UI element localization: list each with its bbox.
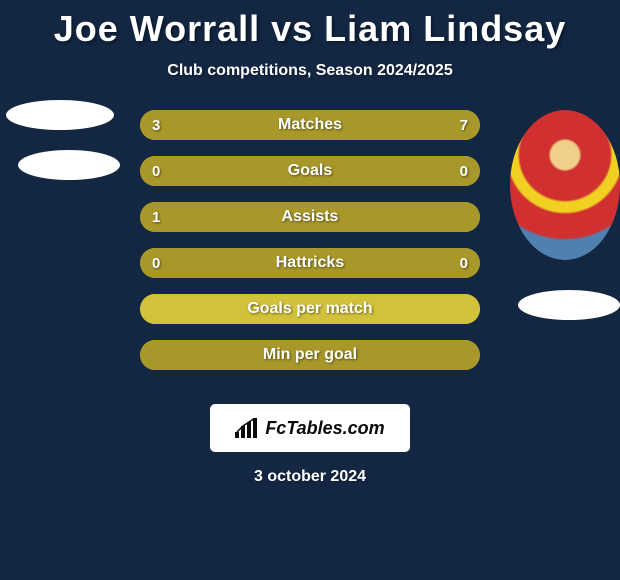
bar-label: Goals per match xyxy=(247,300,372,318)
bar-left-value: 0 xyxy=(152,163,160,180)
bar-label: Matches xyxy=(278,116,342,134)
stat-bar: 3 Matches 7 xyxy=(140,110,480,140)
oval-decoration xyxy=(18,150,120,180)
bar-left-value: 0 xyxy=(152,255,160,272)
player-right-avatar xyxy=(510,110,620,270)
fctables-brand-text: FcTables.com xyxy=(265,418,384,439)
bar-left-fill xyxy=(140,156,310,186)
bar-label: Min per goal xyxy=(263,346,357,364)
bar-left-value: 3 xyxy=(152,117,160,134)
oval-decoration xyxy=(518,290,620,320)
bar-label: Assists xyxy=(282,208,339,226)
oval-decoration xyxy=(6,100,114,130)
date-text: 3 october 2024 xyxy=(0,468,620,486)
comparison-area: 3 Matches 7 0 Goals 0 1 Assists 0 Hattricks 0 Goals… xyxy=(0,110,620,390)
stat-bar: 0 Hattricks 0 xyxy=(140,248,480,278)
stat-bar: Min per goal xyxy=(140,340,480,370)
bar-right-fill xyxy=(310,156,480,186)
stat-bar: 0 Goals 0 xyxy=(140,156,480,186)
comparison-bars: 3 Matches 7 0 Goals 0 1 Assists 0 Hattricks 0 Goals… xyxy=(140,110,480,370)
stat-bar: 1 Assists xyxy=(140,202,480,232)
bar-right-value: 7 xyxy=(460,117,468,134)
stat-bar: Goals per match xyxy=(140,294,480,324)
bar-label: Goals xyxy=(288,162,332,180)
bar-label: Hattricks xyxy=(276,254,344,272)
player-left-avatar xyxy=(0,100,110,260)
page-subtitle: Club competitions, Season 2024/2025 xyxy=(0,62,620,80)
bar-right-value: 0 xyxy=(460,163,468,180)
bar-left-value: 1 xyxy=(152,209,160,226)
fctables-logo-icon xyxy=(235,418,259,438)
page-title: Joe Worrall vs Liam Lindsay xyxy=(0,0,620,50)
avatar-image xyxy=(510,110,620,260)
fctables-badge: FcTables.com xyxy=(210,404,410,452)
bar-right-value: 0 xyxy=(460,255,468,272)
